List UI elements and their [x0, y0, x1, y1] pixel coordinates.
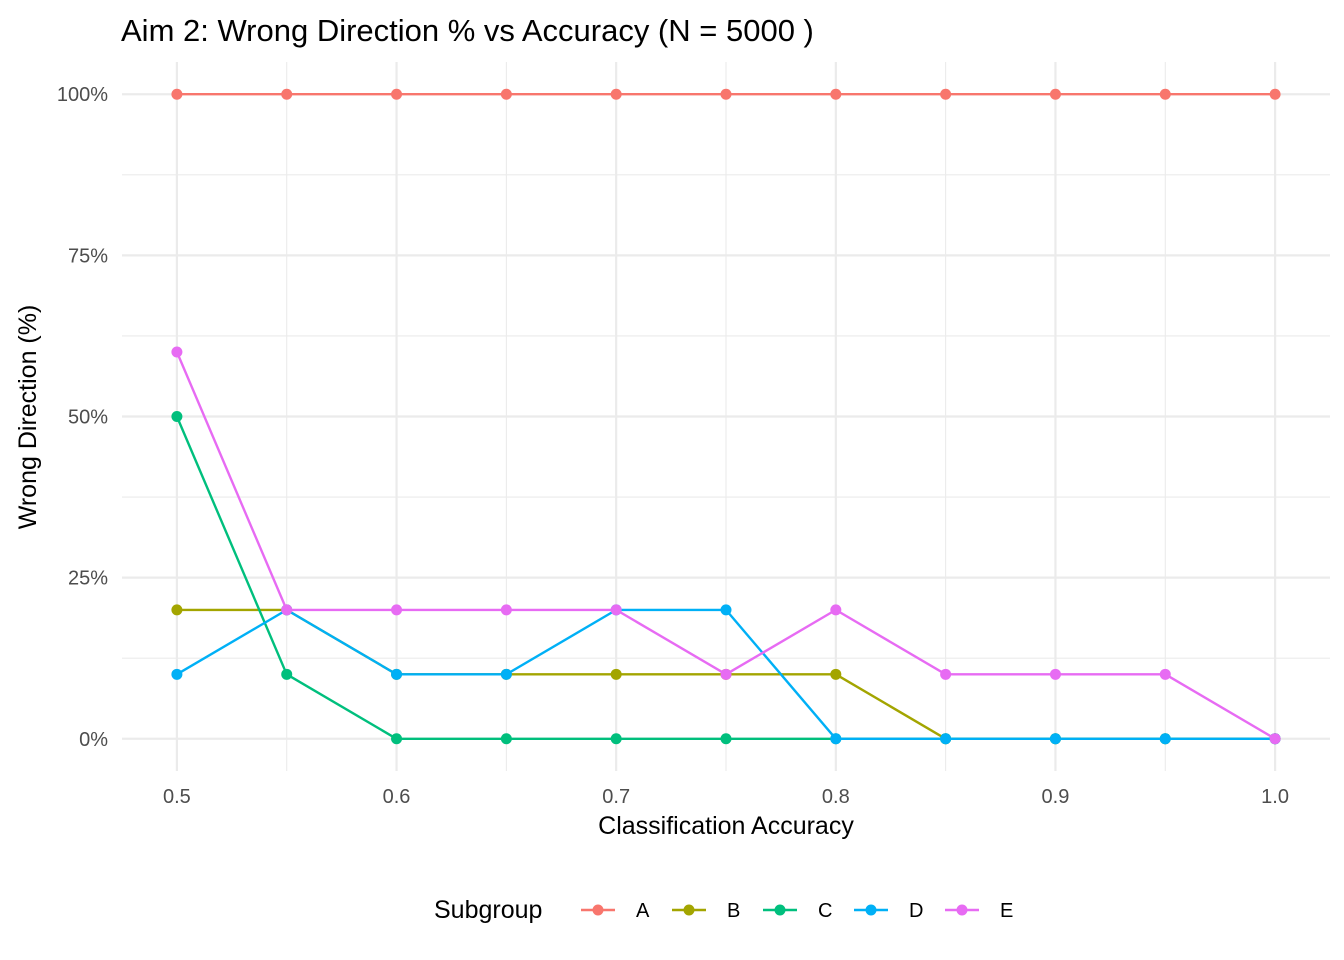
legend-label: B	[727, 900, 740, 922]
data-point-d	[830, 733, 842, 745]
data-point-c	[720, 733, 732, 745]
series-layer	[171, 88, 1281, 745]
data-point-e	[1159, 668, 1171, 680]
data-point-c	[171, 411, 183, 422]
legend-item-c: C	[763, 900, 832, 922]
y-tick-label: 0%	[79, 729, 108, 751]
data-point-e	[391, 604, 403, 616]
data-point-c	[391, 733, 403, 745]
data-point-e	[720, 668, 732, 680]
data-point-a	[1049, 88, 1061, 100]
data-point-b	[830, 668, 842, 680]
data-point-a	[500, 88, 512, 100]
data-point-e	[610, 604, 622, 616]
data-point-e	[500, 604, 512, 616]
x-tick-label: 0.6	[383, 786, 411, 808]
legend-item-d: D	[854, 900, 923, 922]
data-point-d	[500, 668, 512, 680]
series-e	[171, 346, 1281, 745]
data-point-d	[720, 604, 732, 616]
legend-key-point	[592, 904, 604, 916]
legend-key-point	[956, 904, 968, 916]
chart-title: Aim 2: Wrong Direction % vs Accuracy (N …	[121, 13, 814, 48]
data-point-c	[610, 733, 622, 745]
legend: Subgroup A B C D E	[434, 896, 1013, 924]
data-point-a	[830, 88, 842, 100]
data-point-d	[171, 668, 183, 680]
x-tick-label: 0.8	[822, 786, 850, 808]
series-d	[171, 604, 1281, 745]
legend-label: E	[1000, 900, 1013, 922]
data-point-e	[171, 346, 183, 358]
legend-key-point	[865, 904, 877, 916]
legend-item-e: E	[945, 900, 1013, 922]
y-tick-label: 50%	[68, 407, 108, 429]
x-tick-label: 0.5	[163, 786, 191, 808]
data-point-b	[171, 604, 183, 616]
legend-label: C	[818, 900, 832, 922]
data-point-a	[1159, 88, 1171, 100]
data-point-e	[1269, 733, 1281, 745]
x-axis-title: Classification Accuracy	[598, 812, 854, 840]
data-point-c	[281, 668, 293, 680]
legend-title: Subgroup	[434, 896, 542, 924]
y-axis-title: Wrong Direction (%)	[14, 305, 42, 530]
data-point-d	[391, 668, 403, 680]
data-point-e	[281, 604, 293, 616]
x-tick-label: 0.9	[1042, 786, 1070, 808]
y-tick-label: 75%	[68, 245, 108, 267]
data-point-d	[1159, 733, 1171, 745]
x-tick-label: 0.7	[602, 786, 630, 808]
legend-key-point	[683, 904, 695, 916]
data-point-b	[610, 668, 622, 680]
grid	[122, 62, 1330, 771]
data-point-a	[720, 88, 732, 100]
tick-labels: 0.5 0.6 0.7 0.8 0.9 1.0 0% 25% 50% 75% 100%	[57, 84, 1289, 808]
data-point-e	[830, 604, 842, 616]
data-point-c	[500, 733, 512, 745]
data-point-a	[391, 88, 403, 100]
data-point-d	[1049, 733, 1061, 745]
series-a	[171, 88, 1281, 100]
data-point-a	[281, 88, 293, 100]
x-tick-label: 1.0	[1261, 786, 1289, 808]
y-tick-label: 100%	[57, 84, 108, 106]
y-tick-label: 25%	[68, 568, 108, 590]
legend-item-a: A	[581, 900, 650, 922]
data-point-a	[171, 88, 183, 100]
data-point-a	[610, 88, 622, 100]
legend-label: D	[909, 900, 923, 922]
data-point-a	[1269, 88, 1281, 100]
legend-key-point	[774, 904, 786, 916]
data-point-e	[940, 668, 952, 680]
legend-item-b: B	[672, 900, 740, 922]
data-point-e	[1049, 668, 1061, 680]
data-point-d	[940, 733, 952, 745]
legend-label: A	[636, 900, 650, 922]
data-point-a	[940, 88, 952, 100]
